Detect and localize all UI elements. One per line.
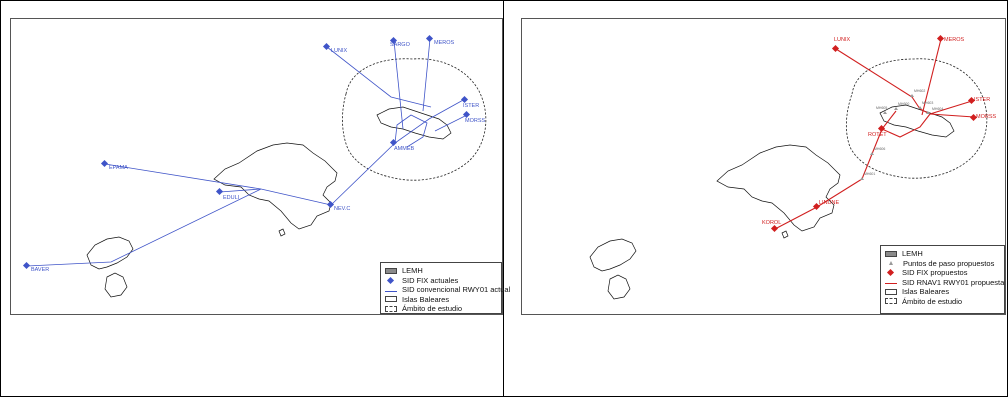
fix-ister-marker [460, 95, 469, 104]
label-ister: ISTER [974, 97, 990, 103]
fix-morss-marker [462, 110, 471, 119]
fix-eduli-marker [215, 187, 224, 196]
label-point-1: MH600 [898, 102, 909, 106]
label-nevc: NEV.C [334, 206, 350, 212]
fix-ister-marker [967, 96, 976, 105]
fix-lunix-marker [831, 44, 840, 53]
fix-epama-marker [100, 159, 109, 168]
right-map-canvas: LUNIX MEROS ISTER MORSS ROTET LINUNE KOR… [589, 34, 997, 300]
formentera-island [607, 274, 631, 300]
legend-row-study-area: Ámbito de estudio [885, 297, 1000, 307]
fix-ammeb-marker [389, 138, 398, 147]
mallorca-island [716, 144, 841, 232]
label-linune: LINUNE [819, 200, 840, 206]
study-area-swatch [385, 305, 397, 312]
left-sid-routes [26, 38, 468, 267]
fix-sargo-marker [389, 36, 398, 45]
label-sargo: SARGO [390, 42, 411, 48]
cabrera-island [781, 230, 789, 239]
left-fix-markers [22, 34, 471, 270]
study-area-swatch [885, 298, 897, 305]
sid-fix-diamond-icon [386, 276, 395, 284]
label-morss: MORSS [465, 118, 486, 124]
label-point-5: MH605 [876, 106, 887, 110]
legend-row-sid-route: SID RNAV1 RWY01 propuesta [885, 278, 1004, 288]
legend-row-lemh: LEMH [885, 249, 1000, 259]
menorca-island [376, 106, 452, 140]
right-sid-routes [774, 38, 975, 230]
label-korol: KOROL [762, 220, 781, 226]
label-lunix: LUNIX [834, 37, 851, 43]
left-map: LUNIX SARGO MEROS ISTER MORSS AMMEB EPAM… [10, 18, 510, 315]
sid-route-line-icon [385, 290, 397, 292]
legend-row-islands: Islas Baleares [385, 295, 497, 305]
label-lunix: LUNIX [331, 48, 348, 54]
label-eduli: EDULI [223, 195, 240, 201]
fix-meros-marker [425, 34, 434, 43]
legend-row-islands: Islas Baleares [885, 287, 1000, 297]
label-ister: ISTER [463, 103, 479, 109]
ibiza-island [86, 236, 134, 270]
label-meros: MEROS [944, 37, 965, 43]
label-baver: BAVER [31, 267, 49, 273]
sid-fix-diamond-icon [886, 269, 895, 277]
right-legend: LEMH Puntos de paso propuestos SID FIX p… [880, 245, 1005, 314]
label-point-2: MH602 [914, 89, 925, 93]
label-rotet: ROTET [868, 132, 887, 138]
mallorca-island [213, 142, 338, 230]
label-point-4: MH604 [932, 107, 943, 111]
fix-linune-marker [812, 202, 821, 211]
fix-korol-marker [770, 224, 779, 233]
legend-row-lemh: LEMH [385, 266, 497, 276]
fix-morss-marker [969, 113, 978, 122]
cabrera-island [278, 228, 286, 237]
label-meros: MEROS [434, 40, 455, 46]
legend-row-sid-fix: SID FIX propuestos [885, 268, 1000, 278]
lemh-swatch [385, 267, 397, 274]
label-point-3: MH603 [922, 101, 933, 105]
proposed-point-triangle-icon [889, 261, 893, 266]
label-morss: MORSS [976, 114, 997, 120]
ibiza-island [589, 238, 637, 272]
lemh-swatch [885, 250, 897, 257]
label-epama: EPAMA [109, 165, 128, 171]
label-ammeb: AMMEB [394, 146, 415, 152]
legend-row-study-area: Ámbito de estudio [385, 304, 497, 314]
sid-route-line-icon [885, 283, 897, 285]
legend-row-sid-fix: SID FIX actuales [385, 276, 497, 286]
fix-lunix-marker [322, 42, 331, 51]
study-area-boundary [846, 58, 988, 179]
legend-row-points: Puntos de paso propuestos [885, 259, 1000, 269]
fix-baver-marker [22, 261, 31, 270]
islands-swatch [885, 288, 897, 295]
fix-rotet-marker [877, 124, 886, 133]
islands-swatch [385, 296, 397, 303]
proposed-waypoints [860, 94, 930, 180]
formentera-island [104, 272, 128, 298]
fix-meros-marker [936, 34, 945, 43]
left-legend: LEMH SID FIX actuales SID convencional R… [380, 262, 510, 314]
menorca-island [879, 104, 955, 138]
left-map-canvas: LUNIX SARGO MEROS ISTER MORSS AMMEB EPAM… [22, 34, 487, 298]
legend-row-sid-route: SID convencional RWY01 actual [385, 285, 510, 295]
fix-nevc-marker [326, 200, 335, 209]
right-map: LUNIX MEROS ISTER MORSS ROTET LINUNE KOR… [521, 18, 1006, 315]
label-point-6: MH606 [874, 147, 885, 151]
right-fix-markers [770, 34, 978, 233]
label-point-7: MH601 [864, 172, 875, 176]
